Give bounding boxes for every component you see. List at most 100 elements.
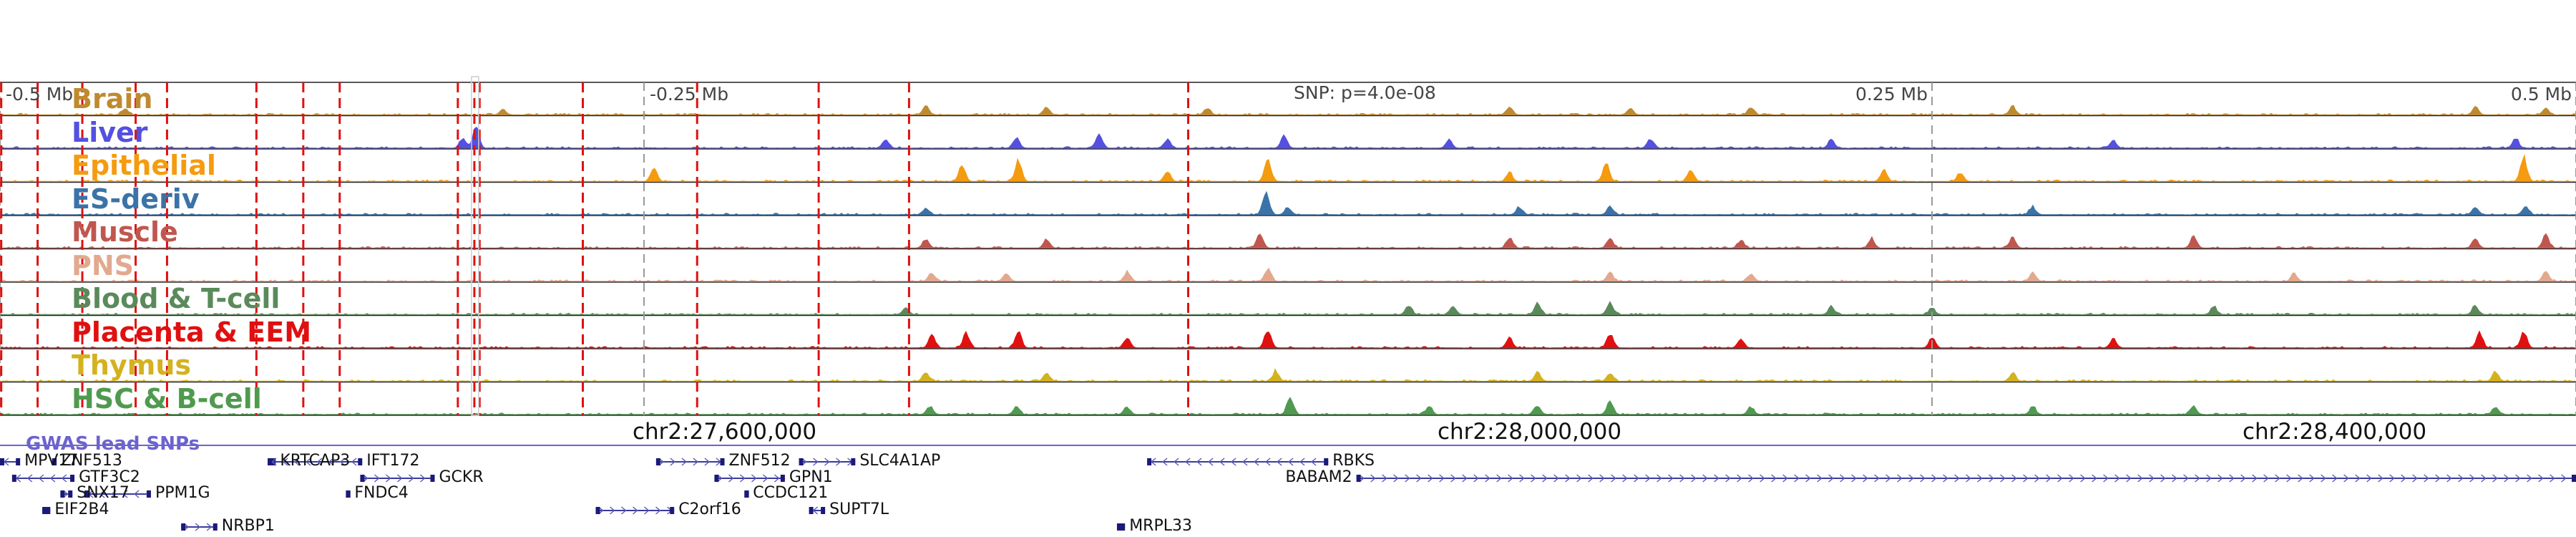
- track-label: Epithelial: [72, 150, 216, 181]
- gene-strand-arrow: [26, 474, 33, 483]
- gene-exon: [70, 475, 75, 482]
- gene-exon: [1356, 475, 1361, 482]
- gene-strand-arrow: [1611, 474, 1616, 483]
- top-axis-tick-label: 0.25 Mb: [1855, 84, 1928, 105]
- gene-strand-arrow: [2309, 474, 2315, 483]
- gene-exon: [16, 458, 21, 465]
- gene-strand-arrow: [751, 474, 757, 483]
- track-label: Muscle: [72, 216, 178, 248]
- gene-strand-arrow: [1828, 474, 1834, 483]
- gene-exon: [84, 490, 89, 498]
- gene-strand-arrow: [2424, 474, 2429, 483]
- gene-strand-arrow: [1863, 474, 1868, 483]
- gene-strand-arrow: [1645, 474, 1651, 483]
- gene-strand-arrow: [621, 506, 627, 515]
- gene-strand-arrow: [644, 506, 650, 515]
- gene-strand-arrow: [1450, 474, 1456, 483]
- gene-strand-arrow: [655, 506, 661, 515]
- gene-strand-arrow: [693, 458, 698, 466]
- gene-label-babam2: BABAM2: [1285, 468, 1352, 486]
- gene-strand-arrow: [1174, 458, 1179, 466]
- gene-strand-arrow: [1897, 474, 1903, 483]
- gene-strand-arrow: [1288, 458, 1294, 466]
- gene-strand-arrow: [2172, 474, 2177, 483]
- track-signal: [0, 301, 2576, 315]
- gene-strand-arrow: [813, 458, 819, 466]
- gene-strand-arrow: [1311, 458, 1317, 466]
- gene-strand-arrow: [1920, 474, 1926, 483]
- gene-strand-arrow: [2366, 474, 2372, 483]
- gwas-lead-label: GWAS lead SNPs: [26, 433, 200, 455]
- gene-label-ccdc121: CCDC121: [753, 484, 829, 502]
- gene-strand-arrow: [1496, 474, 1502, 483]
- gene-strand-arrow: [1908, 474, 1914, 483]
- gene-exon: [744, 490, 749, 498]
- gene-strand-arrow: [2286, 474, 2292, 483]
- gene-strand-arrow: [704, 458, 710, 466]
- gene-strand-arrow: [2195, 474, 2200, 483]
- gene-label-znf512: ZNF512: [728, 452, 791, 470]
- gene-exon: [213, 523, 218, 531]
- gene-strand-arrow: [1805, 474, 1811, 483]
- gene-strand-arrow: [1359, 474, 1365, 483]
- gene-strand-arrow: [305, 458, 311, 466]
- gene-strand-arrow: [1691, 474, 1697, 483]
- bottom-axis-tick-label: chr2:27,600,000: [632, 419, 817, 445]
- gene-strand-arrow: [282, 458, 288, 466]
- gene-strand-arrow: [293, 458, 300, 466]
- gene-strand-arrow: [1254, 458, 1259, 466]
- gene-strand-arrow: [1242, 458, 1248, 466]
- gene-strand-arrow: [408, 474, 414, 483]
- gene-strand-arrow: [2469, 474, 2475, 483]
- gene-strand-arrow: [2355, 474, 2361, 483]
- gene-label-rbks: RBKS: [1332, 452, 1375, 470]
- gene-exon: [2572, 475, 2576, 482]
- gene-strand-arrow: [1989, 474, 1994, 483]
- gene-strand-arrow: [2458, 474, 2464, 483]
- gene-strand-arrow: [385, 474, 391, 483]
- gene-exon: [11, 475, 16, 482]
- gene-exon: [346, 490, 351, 498]
- gene-strand-arrow: [1657, 474, 1662, 483]
- gene-strand-arrow: [1508, 474, 1513, 483]
- gene-strand-arrow: [339, 458, 346, 466]
- gene-strand-arrow: [2137, 474, 2143, 483]
- gene-strand-arrow: [670, 458, 675, 466]
- gene-exon: [1121, 523, 1126, 531]
- gene-strand-arrow: [2435, 474, 2441, 483]
- top-axis-tick-label: 0.5 Mb: [2510, 84, 2572, 105]
- gene-strand-arrow: [2011, 474, 2017, 483]
- gene-strand-arrow: [1668, 474, 1674, 483]
- gene-strand-arrow: [2550, 474, 2555, 483]
- gene-exon: [821, 507, 826, 514]
- gene-strand-arrow: [2412, 474, 2418, 483]
- track-label: Liver: [72, 116, 148, 148]
- gene-exon: [780, 475, 785, 482]
- gene-strand-arrow: [2343, 474, 2349, 483]
- gene-exon: [1147, 458, 1152, 465]
- gene-strand-arrow: [1439, 474, 1445, 483]
- gene-strand-arrow: [1542, 474, 1548, 483]
- gene-strand-arrow: [2103, 474, 2109, 483]
- top-axis-tick-label: -0.5 Mb: [6, 84, 74, 105]
- gene-strand-arrow: [2023, 474, 2029, 483]
- gene-label-nrbp1: NRBP1: [221, 517, 275, 535]
- gene-exon: [358, 458, 363, 465]
- snp-annotation: SNP: p=4.0e-08: [1294, 82, 1436, 103]
- gene-strand-arrow: [1405, 474, 1410, 483]
- gene-strand-arrow: [316, 458, 323, 466]
- gene-exon: [714, 475, 719, 482]
- track-signal: [0, 233, 2576, 248]
- gene-strand-arrow: [134, 490, 140, 498]
- gene-strand-arrow: [1553, 474, 1559, 483]
- gene-strand-arrow: [1299, 458, 1305, 466]
- gene-exon: [360, 475, 365, 482]
- gene-strand-arrow: [1851, 474, 1857, 483]
- gene-strand-arrow: [1219, 458, 1225, 466]
- track-signal: [0, 154, 2576, 182]
- gene-label-eif2b4: EIF2B4: [54, 500, 109, 518]
- gene-strand-arrow: [1162, 458, 1168, 466]
- gene-strand-arrow: [362, 474, 369, 483]
- top-axis-tick-label: -0.25 Mb: [650, 84, 729, 105]
- gene-strand-arrow: [1588, 474, 1594, 483]
